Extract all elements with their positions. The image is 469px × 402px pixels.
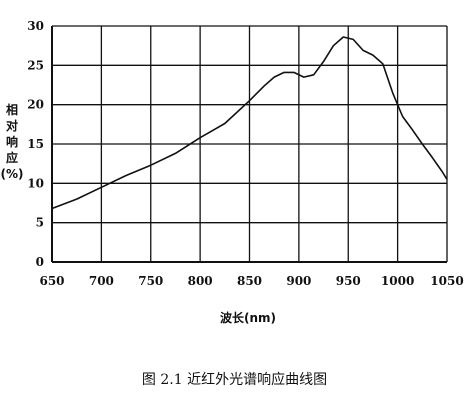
- grid: [51, 25, 448, 263]
- x-tick-label: 850: [237, 274, 262, 288]
- x-tick-label: 800: [188, 274, 213, 288]
- figure-caption: 图 2.1 近红外光谱响应曲线图: [141, 372, 328, 388]
- x-tick-label: 900: [286, 274, 311, 288]
- x-tick-label: 750: [138, 274, 163, 288]
- spectral-response-chart: 0 5 10 15 20 25 30 650 700 750 800 850 900 950 1000 10…: [1, 19, 464, 325]
- y-tick-labels: 0 5 10 15 20 25 30: [27, 19, 44, 269]
- y-tick-label: 5: [36, 216, 44, 230]
- y-tick-label: 30: [27, 19, 44, 33]
- x-tick-label: 1000: [381, 274, 414, 288]
- series-line: [51, 36, 448, 210]
- x-tick-label: 700: [89, 274, 114, 288]
- series-layer: [51, 36, 448, 210]
- y-tick-label: 0: [36, 255, 44, 269]
- y-tick-label: 20: [27, 98, 44, 112]
- y-tick-label: 15: [27, 137, 44, 151]
- y-axis-label: 相对响应(%): [1, 102, 24, 181]
- x-axis-label: 波长(nm): [220, 310, 276, 325]
- y-tick-label: 25: [27, 58, 44, 72]
- x-tick-label: 650: [39, 274, 64, 288]
- y-tick-label: 10: [27, 176, 44, 190]
- x-tick-label: 1050: [430, 274, 463, 288]
- x-tick-label: 950: [336, 274, 361, 288]
- x-tick-labels: 650 700 750 800 850 900 950 1000 1050: [39, 274, 463, 288]
